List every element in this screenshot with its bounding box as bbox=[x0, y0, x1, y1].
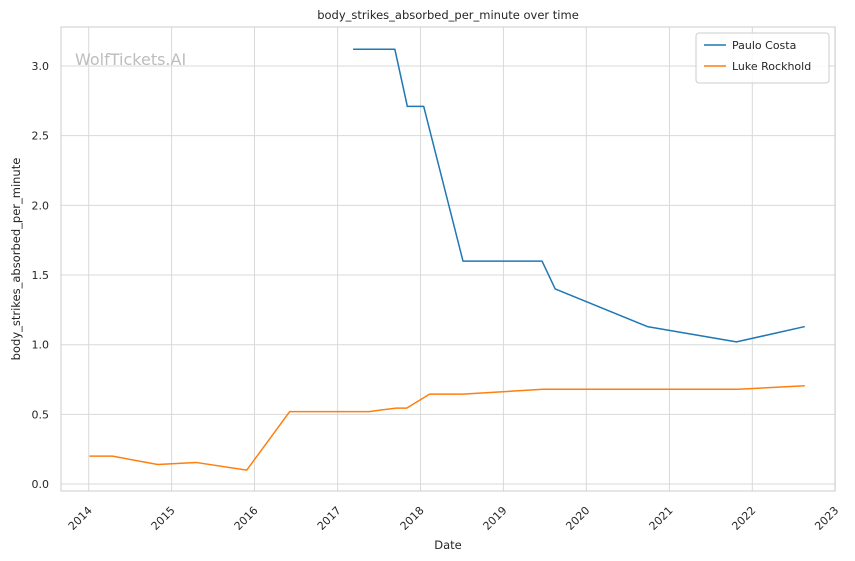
legend: Paulo Costa Luke Rockhold bbox=[695, 32, 830, 84]
x-tick-label: 2016 bbox=[232, 504, 261, 533]
y-tick-label: 0.0 bbox=[32, 478, 50, 491]
x-tick-label: 2023 bbox=[812, 504, 841, 533]
y-tick-label: 3.0 bbox=[32, 60, 50, 73]
y-axis-label: body_strikes_absorbed_per_minute bbox=[9, 158, 23, 361]
y-tick-label: 0.5 bbox=[32, 408, 50, 421]
y-tick-label: 1.0 bbox=[32, 339, 50, 352]
x-tick-label: 2017 bbox=[315, 504, 344, 533]
chart-title: body_strikes_absorbed_per_minute over ti… bbox=[317, 8, 579, 22]
x-tick-label: 2015 bbox=[149, 504, 178, 533]
y-tick-label: 2.0 bbox=[32, 199, 50, 212]
legend-box bbox=[695, 32, 830, 84]
series-line-luke-rockhold bbox=[89, 385, 805, 471]
series-line-paulo-costa bbox=[353, 48, 805, 343]
y-tick-label: 1.5 bbox=[32, 269, 50, 282]
x-axis-label: Date bbox=[434, 538, 462, 552]
x-tick-label: 2014 bbox=[66, 504, 95, 533]
x-tick-label: 2018 bbox=[398, 504, 427, 533]
plot-frame bbox=[60, 26, 836, 492]
x-tick-label: 2019 bbox=[481, 504, 510, 533]
legend-label: Paulo Costa bbox=[732, 39, 796, 52]
x-tick-label: 2021 bbox=[647, 504, 676, 533]
x-tick-labels: 2014 2015 2016 2017 2018 2019 2020 2021 2022 2023 bbox=[66, 504, 842, 533]
y-tick-labels: 0.0 0.5 1.0 1.5 2.0 2.5 3.0 bbox=[32, 60, 50, 491]
x-tick-label: 2020 bbox=[563, 504, 592, 533]
grid-layer bbox=[61, 27, 836, 491]
watermark-text: WolfTickets.AI bbox=[75, 50, 186, 69]
x-tick-label: 2022 bbox=[729, 504, 758, 533]
y-tick-label: 2.5 bbox=[32, 130, 50, 143]
legend-label: Luke Rockhold bbox=[732, 60, 811, 73]
series-layer bbox=[89, 48, 805, 471]
